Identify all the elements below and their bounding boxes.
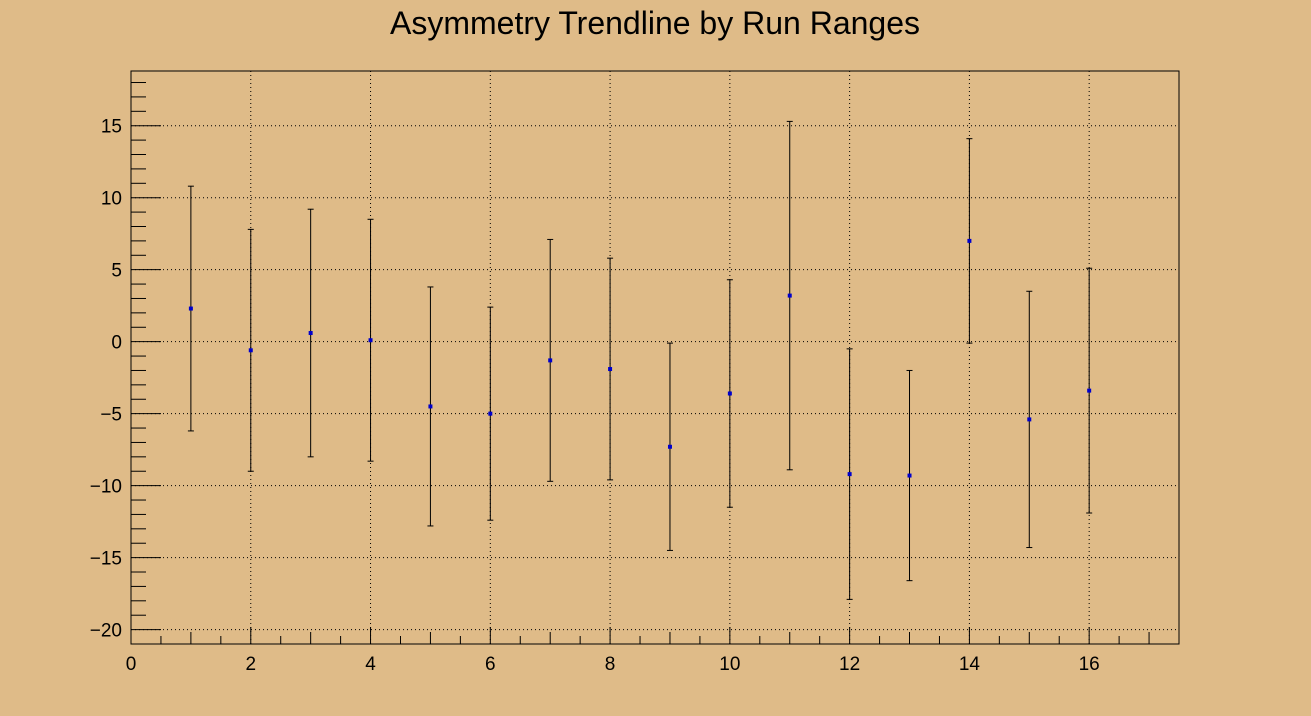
- y-tick-label: −20: [90, 621, 122, 642]
- x-tick-label: 2: [245, 654, 256, 675]
- data-point: [248, 348, 253, 353]
- y-tick-label: −10: [90, 477, 122, 498]
- data-point: [1027, 417, 1032, 422]
- y-tick-label: −15: [90, 549, 122, 570]
- x-tick-label: 0: [126, 654, 137, 675]
- grid: [131, 71, 1179, 644]
- x-tick-label: 6: [485, 654, 496, 675]
- x-tick-label: 14: [959, 654, 981, 675]
- axis-ticks: [130, 82, 1180, 645]
- x-tick-label: 4: [365, 654, 376, 675]
- data-point: [1087, 388, 1092, 393]
- x-tick-label: 10: [719, 654, 740, 675]
- x-tick-label: 12: [839, 654, 860, 675]
- y-tick-label: 0: [111, 333, 122, 354]
- tick-labels: 0 2 4 6 8 10 12 14 16 −20 −15 −10 −5 0 5 10 15: [90, 117, 1100, 675]
- data-point: [847, 472, 852, 477]
- x-tick-label: 8: [605, 654, 616, 675]
- plot-frame: [130, 70, 1180, 645]
- chart-title: Asymmetry Trendline by Run Ranges: [390, 5, 920, 41]
- y-tick-label: 15: [101, 117, 122, 138]
- data-point: [548, 358, 553, 363]
- y-tick-label: 5: [111, 261, 122, 282]
- data-point: [188, 306, 193, 311]
- data-point: [667, 444, 672, 449]
- data-point: [967, 238, 972, 243]
- x-tick-label: 16: [1079, 654, 1100, 675]
- y-tick-label: −5: [100, 405, 122, 426]
- data-points: [187, 120, 1093, 600]
- data-point: [787, 293, 792, 298]
- data-point: [608, 367, 613, 372]
- data-point: [488, 411, 493, 416]
- data-point: [907, 473, 912, 478]
- data-point: [308, 331, 313, 336]
- data-point: [368, 338, 373, 343]
- data-point: [428, 404, 433, 409]
- y-tick-label: 10: [101, 189, 122, 210]
- data-point: [727, 391, 732, 396]
